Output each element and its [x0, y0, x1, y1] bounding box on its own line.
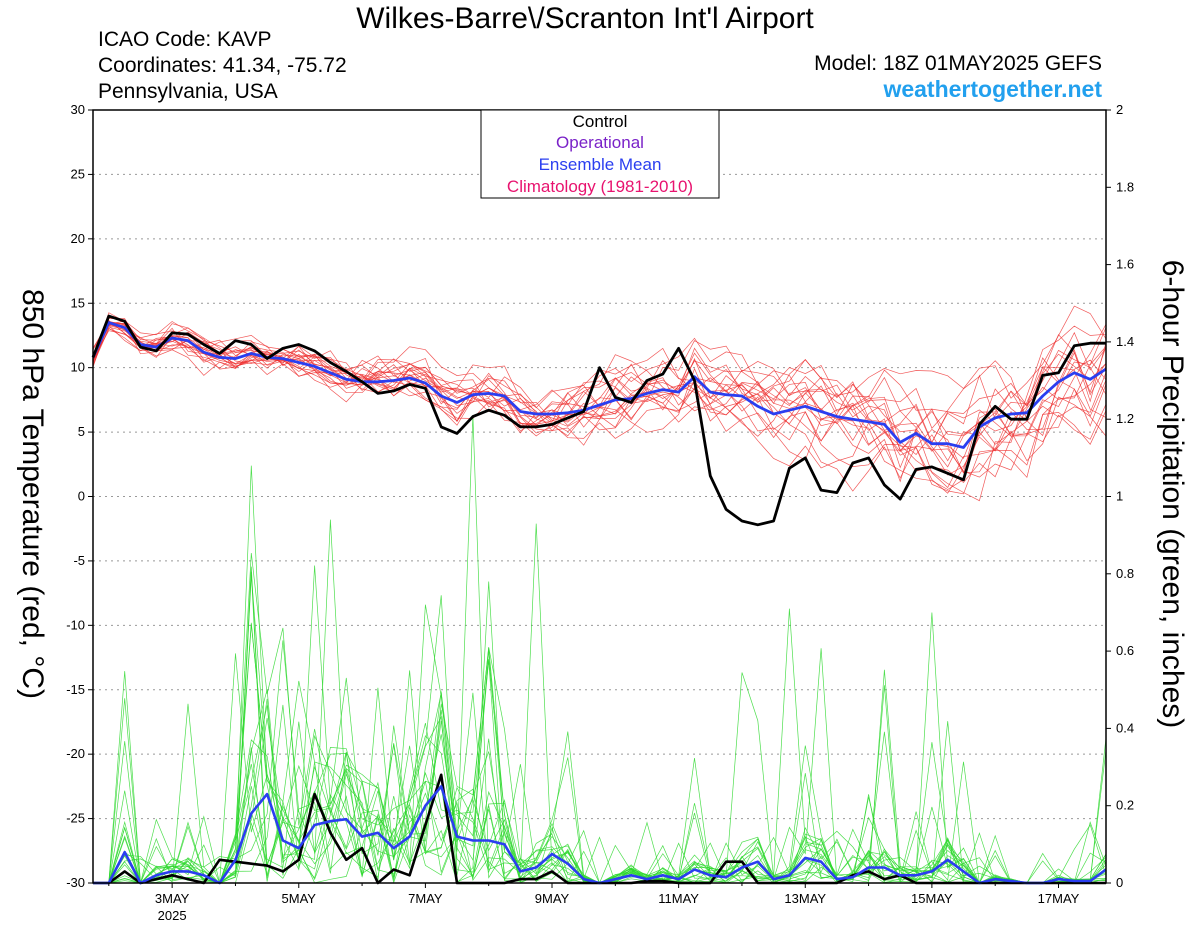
website-link[interactable]: weathertogether.net	[883, 76, 1102, 102]
y-left-tick-label: -20	[66, 746, 85, 761]
y-right-tick-label: 1.6	[1116, 257, 1134, 272]
region: Pennsylvania, USA	[98, 80, 278, 103]
temperature-member-line	[92, 325, 1107, 459]
legend-climatology: Climatology (1981-2010)	[507, 177, 693, 196]
x-tick-label: 5MAY	[282, 891, 317, 906]
y-right-tick-label: 1.2	[1116, 411, 1134, 426]
control-temperature-line	[91, 314, 1106, 527]
precipitation-member-line	[93, 647, 1107, 884]
right-axis-ticks: 2 1.8 1.6 1.4 1.2 1 0.8 0.6 0.4 0.2 0	[1106, 102, 1134, 890]
y-right-tick-label: 0.4	[1116, 720, 1134, 735]
y-left-tick-label: 30	[71, 102, 85, 117]
x-tick-label: 15MAY	[911, 891, 953, 906]
y-axis-right-label: 6-hour Precipitation (green, inches)	[1156, 259, 1189, 729]
y-right-tick-label: 1	[1116, 489, 1123, 504]
y-right-tick-label: 0.2	[1116, 798, 1134, 813]
y-right-tick-label: 1.4	[1116, 334, 1134, 349]
temperature-member-line	[92, 325, 1107, 453]
x-tick-label: 7MAY	[408, 891, 443, 906]
legend-ensemble-mean: Ensemble Mean	[539, 155, 662, 174]
precipitation-member-line	[93, 608, 1107, 884]
y-left-tick-label: 0	[78, 489, 85, 504]
y-left-tick-label: 25	[71, 166, 85, 181]
y-axis-left-label: 850 hPa Temperature (red, °C)	[16, 289, 49, 699]
x-tick-label: 11MAY	[658, 891, 699, 906]
y-left-tick-label: -10	[66, 617, 85, 632]
y-right-tick-label: 0	[1116, 875, 1123, 890]
y-right-tick-label: 0.6	[1116, 643, 1134, 658]
x-year-label: 2025	[158, 908, 187, 923]
y-left-tick-label: 10	[71, 360, 85, 375]
x-tick-label: 3MAY	[155, 891, 190, 906]
x-tick-label: 9MAY	[535, 891, 570, 906]
y-left-tick-label: 20	[71, 231, 85, 246]
y-right-tick-label: 0.8	[1116, 566, 1134, 581]
legend: Control Operational Ensemble Mean Climat…	[480, 109, 720, 199]
coordinates: Coordinates: 41.34, -75.72	[98, 54, 347, 77]
y-left-tick-label: 15	[71, 295, 85, 310]
temperature-member-line	[92, 328, 1107, 468]
legend-box	[480, 109, 720, 199]
icao-code: ICAO Code: KAVP	[98, 28, 272, 51]
y-left-tick-label: -5	[73, 553, 85, 568]
x-axis-ticks: 3MAY 5MAY 7MAY 9MAY 11MAY 13MAY 15MAY 17MAY 2025	[108, 883, 1080, 923]
temperature-member-line	[92, 305, 1107, 437]
chart-title: Wilkes-Barre\/Scranton Int'l Airport	[356, 2, 814, 35]
y-left-tick-label: -25	[66, 811, 85, 826]
x-tick-label: 13MAY	[784, 891, 826, 906]
grid-lines	[93, 173, 1106, 820]
ensemble-mean-temperature-line	[91, 321, 1107, 449]
precipitation-member-line	[93, 612, 1107, 884]
legend-operational: Operational	[556, 133, 644, 152]
y-right-tick-label: 1.8	[1116, 179, 1134, 194]
temperature-ensemble-members	[92, 305, 1107, 502]
temperature-member-line	[92, 316, 1107, 495]
temperature-member-line	[92, 320, 1107, 437]
model-run: Model: 18Z 01MAY2025 GEFS	[814, 52, 1102, 75]
y-left-tick-label: -15	[66, 682, 85, 697]
temperature-member-line	[92, 324, 1107, 462]
y-right-tick-label: 2	[1116, 102, 1123, 117]
y-left-tick-label: 5	[78, 424, 85, 439]
left-axis-ticks: 30 25 20 15 10 5 0 -5 -10 -15 -20 -25 -30	[66, 102, 93, 890]
y-left-tick-label: -30	[66, 875, 85, 890]
x-tick-label: 17MAY	[1038, 891, 1080, 906]
temperature-member-line	[92, 322, 1107, 489]
legend-control: Control	[573, 112, 628, 131]
temperature-member-line	[92, 319, 1107, 444]
